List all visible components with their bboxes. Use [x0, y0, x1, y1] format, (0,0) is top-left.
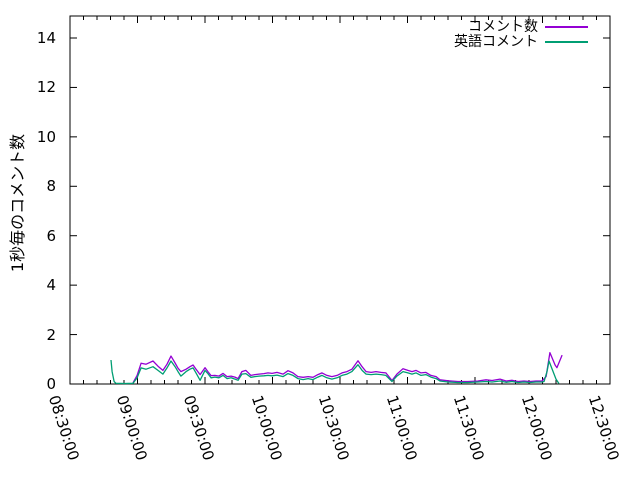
y-tick-label: 2 — [46, 325, 56, 344]
y-tick-label: 8 — [46, 177, 56, 196]
y-tick-label: 12 — [36, 78, 56, 97]
legend-line-sample-english-comments — [545, 41, 588, 43]
y-axis-title: 1秒毎のコメント数 — [8, 133, 27, 273]
y-tick-label: 0 — [46, 375, 56, 393]
series-line-0 — [132, 351, 563, 384]
legend-label-comments: コメント数 — [468, 19, 538, 35]
legend-label-english-comments: 英語コメント — [454, 34, 538, 50]
legend-line-sample-comments — [545, 26, 588, 28]
y-tick-label: 14 — [36, 29, 56, 47]
series-line-1 — [110, 359, 560, 385]
y-tick-label: 4 — [46, 276, 56, 295]
plot-frame — [69, 15, 611, 385]
y-tick-label: 10 — [36, 127, 56, 146]
y-tick-label: 6 — [46, 226, 56, 245]
